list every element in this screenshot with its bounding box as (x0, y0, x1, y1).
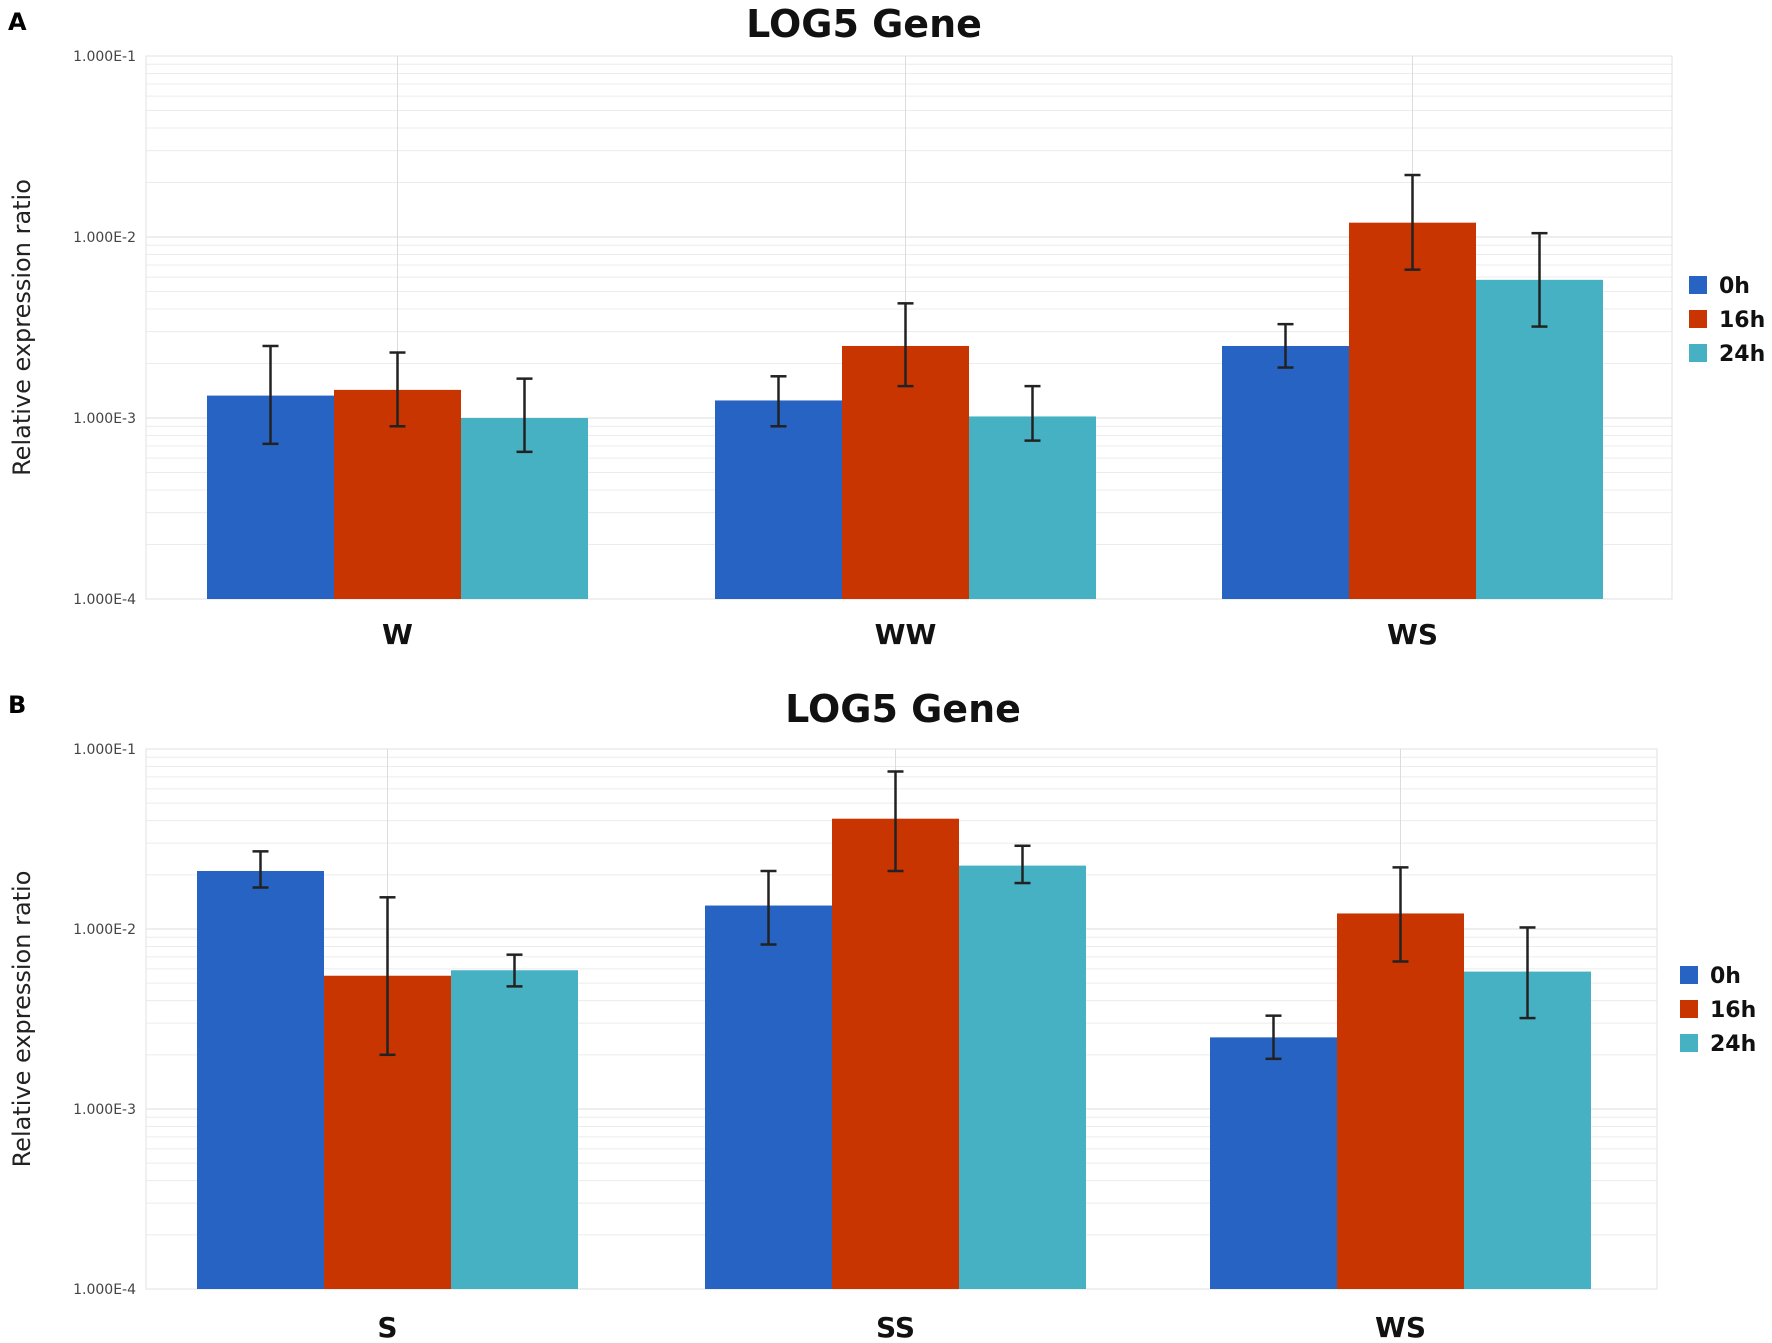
bar-ws-16h (1349, 222, 1476, 599)
error-bar-ww-24h (1024, 384, 1041, 442)
legend: 0h 16h 24h (1689, 274, 1765, 367)
error-bar-ss-16h (887, 770, 904, 873)
bar-s-24h (451, 970, 578, 1289)
bar-ws-16h (1337, 913, 1464, 1289)
y-tick-label: 1.000E-4 (73, 1282, 136, 1298)
y-tick-label: 1.000E-1 (73, 49, 136, 65)
y-tick-label: 1.000E-3 (73, 411, 136, 427)
panel-label: B (8, 691, 26, 719)
error-bar-s-0h (252, 850, 269, 889)
legend-label-16h: 16h (1719, 308, 1765, 333)
category-label: WS (1387, 618, 1438, 651)
error-bar-w-16h (389, 351, 406, 428)
error-bar-s-16h (379, 896, 396, 1057)
error-bar-ss-24h (1014, 844, 1031, 885)
legend-label-16h: 16h (1710, 998, 1756, 1023)
bar-ws-0h (1210, 1037, 1337, 1289)
category-label: W (382, 618, 413, 651)
bar-s-0h (197, 871, 324, 1289)
legend-swatch-24h (1680, 1034, 1698, 1052)
y-tick-label: 1.000E-4 (73, 592, 136, 608)
error-bar-ws-16h (1404, 173, 1421, 271)
error-bar-ww-0h (770, 375, 787, 428)
legend-swatch-0h (1680, 966, 1698, 984)
y-tick-label: 1.000E-2 (73, 922, 136, 938)
bar-ss-0h (705, 905, 832, 1289)
bar-ww-16h (842, 345, 969, 599)
category-label: WW (875, 618, 937, 651)
error-bar-ws-24h (1531, 231, 1548, 328)
chart-title: LOG5 Gene (785, 687, 1021, 731)
bar-ws-0h (1222, 345, 1349, 599)
bar-ss-24h (959, 865, 1086, 1289)
bar-ws-24h (1476, 279, 1603, 599)
chart-panel-b: B LOG5 Gene 1.000E-4 1.000E-3 1.000E-2 1.000E… (8, 687, 1756, 1343)
error-bar-ss-0h (760, 869, 777, 946)
legend-swatch-16h (1689, 310, 1707, 328)
bar-ws-24h (1464, 971, 1591, 1289)
legend-label-0h: 0h (1719, 274, 1750, 299)
chart-panel-a: A LOG5 Gene 1.000E-4 1.000E-3 1.000E-2 1.000E… (8, 2, 1765, 651)
panel-label: A (8, 8, 27, 36)
legend-label-24h: 24h (1719, 342, 1765, 367)
legend-label-24h: 24h (1710, 1032, 1756, 1057)
y-tick-label: 1.000E-2 (73, 230, 136, 246)
error-bar-ws-16h (1392, 866, 1409, 963)
legend: 0h 16h 24h (1680, 964, 1756, 1057)
y-tick-label: 1.000E-1 (73, 742, 136, 758)
y-axis-label: Relative expression ratio (8, 179, 36, 476)
error-bar-ws-0h (1265, 1014, 1282, 1061)
chart-title: LOG5 Gene (746, 2, 982, 46)
legend-swatch-16h (1680, 1000, 1698, 1018)
bar-ss-16h (832, 818, 959, 1289)
category-label: SS (876, 1311, 915, 1343)
error-bar-ws-0h (1277, 322, 1294, 369)
category-label: S (377, 1311, 397, 1343)
legend-label-0h: 0h (1710, 964, 1741, 989)
category-label: WS (1375, 1311, 1426, 1343)
bar-ww-0h (715, 400, 842, 599)
error-bar-w-24h (516, 377, 533, 454)
error-bar-ww-16h (897, 302, 914, 388)
error-bar-ws-24h (1519, 926, 1536, 1020)
y-tick-label: 1.000E-3 (73, 1102, 136, 1118)
error-bar-w-0h (262, 344, 279, 446)
y-axis-label: Relative expression ratio (8, 871, 36, 1168)
legend-swatch-0h (1689, 276, 1707, 294)
error-bar-s-24h (506, 953, 523, 988)
bar-ww-24h (969, 416, 1096, 599)
legend-swatch-24h (1689, 344, 1707, 362)
